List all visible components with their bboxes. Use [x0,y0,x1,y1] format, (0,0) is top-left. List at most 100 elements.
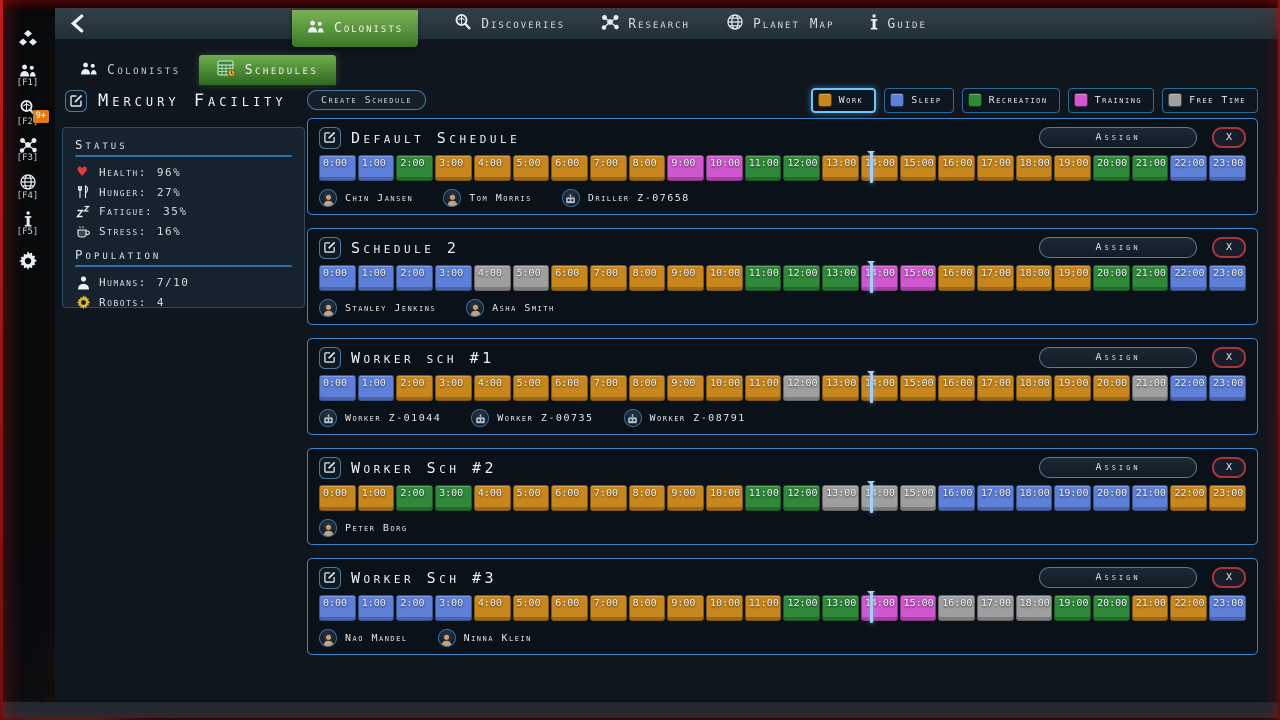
hour-cell-18[interactable]: 18:00 [1015,155,1053,181]
hour-cell-19[interactable]: 19:00 [1054,265,1092,291]
hour-cell-0[interactable]: 0:00 [319,375,356,401]
hour-cell-13[interactable]: 13:00 [822,375,859,401]
hour-cell-8[interactable]: 8:00 [628,265,666,291]
hour-cell-9[interactable]: 9:00 [667,375,705,401]
edit-schedule-button[interactable] [319,236,341,259]
delete-schedule-button[interactable]: X [1212,457,1246,478]
hour-cell-15[interactable]: 15:00 [899,595,937,621]
hour-cell-4[interactable]: 4:00 [473,485,511,511]
hour-cell-15[interactable]: 15:00 [899,155,937,181]
sidebar-item-guide[interactable]: [F5] [0,205,55,242]
delete-schedule-button[interactable]: X [1212,237,1246,258]
hour-cell-3[interactable]: 3:00 [435,155,472,181]
hour-cell-22[interactable]: 22:00 [1170,155,1208,181]
hour-cell-23[interactable]: 23:00 [1209,595,1246,621]
hour-cell-2[interactable]: 2:00 [396,485,434,511]
back-button[interactable] [69,14,99,36]
sidebar-item-discoveries[interactable]: [F2] 9+ [0,94,55,131]
hour-cell-23[interactable]: 23:00 [1209,375,1246,401]
hour-cell-11[interactable]: 11:00 [744,265,782,291]
delete-schedule-button[interactable]: X [1212,567,1246,588]
hour-cell-1[interactable]: 1:00 [357,155,395,181]
hour-cell-21[interactable]: 21:00 [1131,595,1169,621]
create-schedule-button[interactable]: Create Schedule [307,90,427,110]
hour-cell-6[interactable]: 6:00 [551,485,588,511]
tab-schedules[interactable]: Schedules [198,55,337,85]
edit-schedule-button[interactable] [319,566,341,589]
hour-cell-5[interactable]: 5:00 [512,155,550,181]
hour-cell-8[interactable]: 8:00 [628,375,666,401]
hour-cell-1[interactable]: 1:00 [357,265,395,291]
hour-cell-12[interactable]: 12:00 [783,595,821,621]
hour-cell-0[interactable]: 0:00 [319,595,356,621]
hour-cell-0[interactable]: 0:00 [319,155,356,181]
hour-cell-7[interactable]: 7:00 [589,265,627,291]
hour-cell-23[interactable]: 23:00 [1209,155,1246,181]
edit-schedule-button[interactable] [319,346,341,369]
hour-cell-14[interactable]: 14:00 [860,485,898,511]
hour-cell-13[interactable]: 13:00 [822,595,859,621]
hour-cell-15[interactable]: 15:00 [899,485,937,511]
hour-cell-17[interactable]: 17:00 [976,155,1014,181]
hour-cell-6[interactable]: 6:00 [551,265,588,291]
edit-schedule-button[interactable] [319,126,341,149]
hour-cell-0[interactable]: 0:00 [319,485,356,511]
hour-cell-17[interactable]: 17:00 [976,595,1014,621]
hour-cell-8[interactable]: 8:00 [628,485,666,511]
nav-item-research[interactable]: Research [601,14,690,34]
hour-cell-14[interactable]: 14:00 [860,595,898,621]
legend-sleep[interactable]: Sleep [884,87,954,113]
hour-cell-7[interactable]: 7:00 [589,375,627,401]
hour-cell-21[interactable]: 21:00 [1131,485,1169,511]
hour-cell-5[interactable]: 5:00 [512,375,550,401]
sidebar-item-resources[interactable] [0,20,55,57]
hour-cell-8[interactable]: 8:00 [628,155,666,181]
hour-cell-21[interactable]: 21:00 [1131,155,1169,181]
hour-cell-12[interactable]: 12:00 [783,265,821,291]
hour-cell-22[interactable]: 22:00 [1170,375,1208,401]
hour-cell-13[interactable]: 13:00 [822,485,859,511]
hour-cell-20[interactable]: 20:00 [1093,485,1130,511]
assign-button[interactable]: Assign [1039,127,1197,148]
hour-cell-13[interactable]: 13:00 [822,155,859,181]
hour-cell-17[interactable]: 17:00 [976,485,1014,511]
hour-cell-1[interactable]: 1:00 [357,485,395,511]
hour-cell-16[interactable]: 16:00 [938,595,975,621]
hour-cell-7[interactable]: 7:00 [589,155,627,181]
hour-cell-10[interactable]: 10:00 [706,375,743,401]
hour-cell-3[interactable]: 3:00 [435,595,472,621]
hour-cell-9[interactable]: 9:00 [667,595,705,621]
hour-cell-4[interactable]: 4:00 [473,595,511,621]
hour-cell-5[interactable]: 5:00 [512,595,550,621]
hour-cell-10[interactable]: 10:00 [706,155,743,181]
hour-cell-19[interactable]: 19:00 [1054,485,1092,511]
hour-cell-12[interactable]: 12:00 [783,485,821,511]
hour-cell-23[interactable]: 23:00 [1209,265,1246,291]
edit-facility-name-button[interactable] [65,90,87,112]
hour-cell-18[interactable]: 18:00 [1015,265,1053,291]
sidebar-item-settings[interactable] [0,242,55,279]
hour-cell-8[interactable]: 8:00 [628,595,666,621]
sidebar-item-colonists[interactable]: [F1] [0,57,55,94]
hour-cell-22[interactable]: 22:00 [1170,595,1208,621]
hour-cell-18[interactable]: 18:00 [1015,375,1053,401]
hour-cell-11[interactable]: 11:00 [744,155,782,181]
hour-cell-2[interactable]: 2:00 [396,595,434,621]
hour-cell-18[interactable]: 18:00 [1015,485,1053,511]
hour-cell-21[interactable]: 21:00 [1131,265,1169,291]
hour-cell-1[interactable]: 1:00 [357,595,395,621]
legend-training[interactable]: Training [1067,87,1155,113]
hour-cell-9[interactable]: 9:00 [667,155,705,181]
sidebar-item-research[interactable]: [F3] [0,131,55,168]
hour-cell-4[interactable]: 4:00 [473,265,511,291]
hour-cell-11[interactable]: 11:00 [744,485,782,511]
delete-schedule-button[interactable]: X [1212,127,1246,148]
hour-cell-4[interactable]: 4:00 [473,155,511,181]
assign-button[interactable]: Assign [1039,457,1197,478]
hour-cell-17[interactable]: 17:00 [976,375,1014,401]
hour-cell-7[interactable]: 7:00 [589,485,627,511]
nav-item-guide[interactable]: Guide [870,14,927,34]
hour-cell-5[interactable]: 5:00 [512,265,550,291]
legend-work[interactable]: Work [810,87,877,113]
hour-cell-20[interactable]: 20:00 [1093,155,1130,181]
